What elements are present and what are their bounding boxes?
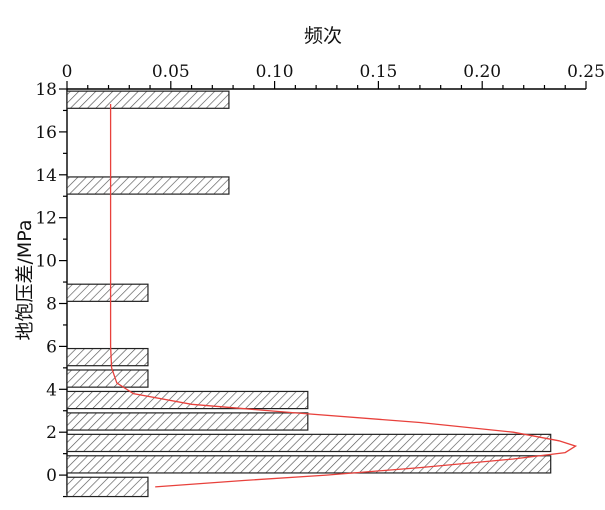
histogram-bar bbox=[66, 90, 230, 109]
histogram-bar bbox=[66, 390, 309, 410]
x-tick-label: 0.15 bbox=[359, 62, 397, 82]
fit-curve bbox=[109, 104, 578, 488]
x-tick-label: 0.05 bbox=[152, 62, 190, 82]
y-tick-label: 6 bbox=[46, 337, 57, 357]
x-tick-label: 0.10 bbox=[256, 62, 294, 82]
histogram-bar bbox=[66, 455, 552, 474]
y-axis-title: 地饱压差/MPa bbox=[14, 219, 36, 340]
y-tick-label: 14 bbox=[35, 166, 57, 186]
histogram-bar bbox=[66, 283, 149, 302]
histogram-bar bbox=[66, 369, 149, 388]
histogram-bar bbox=[66, 476, 149, 498]
y-tick-label: 4 bbox=[46, 380, 57, 400]
histogram-bar bbox=[66, 433, 552, 453]
y-tick-label: 8 bbox=[46, 295, 57, 315]
y-tick-label: 12 bbox=[35, 209, 57, 229]
y-tick-label: 2 bbox=[46, 423, 57, 443]
y-tick-label: 18 bbox=[35, 80, 57, 100]
x-tick-label: 0.25 bbox=[567, 62, 605, 82]
x-tick-label: 0 bbox=[62, 62, 73, 82]
y-tick-label: 0 bbox=[46, 466, 57, 486]
histogram-bar bbox=[66, 412, 309, 431]
x-tick-label: 0.20 bbox=[463, 62, 501, 82]
y-tick-label: 10 bbox=[35, 252, 57, 272]
y-tick-label: 16 bbox=[35, 123, 57, 143]
histogram-bar bbox=[66, 347, 149, 367]
histogram-bar bbox=[66, 176, 230, 195]
x-axis-title: 频次 bbox=[304, 25, 342, 47]
plot-area: 0 0.05 0.10 0.15 0.20 0.25 0 2 4 6 8 10 12 14 16 18 bbox=[35, 62, 605, 498]
